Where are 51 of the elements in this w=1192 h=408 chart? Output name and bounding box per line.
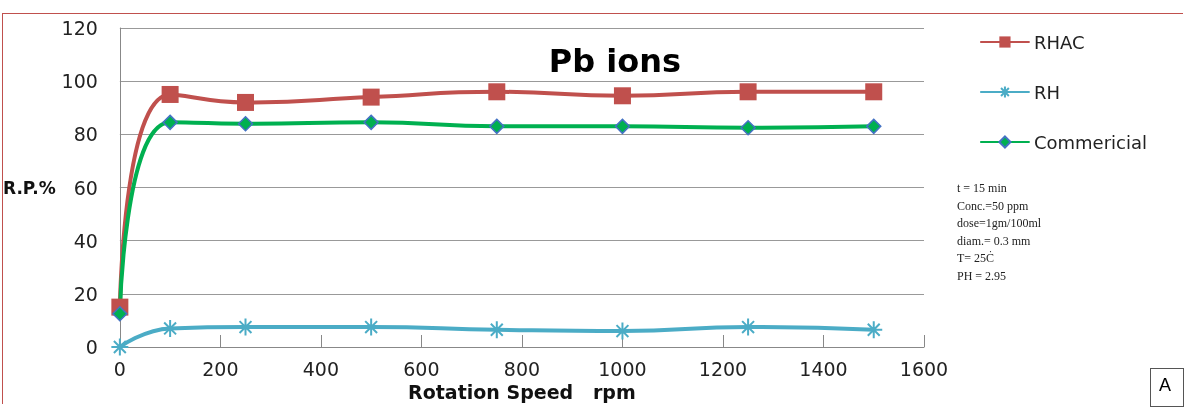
legend-label: RH — [1033, 81, 1060, 103]
x-tick-label: 1000 — [598, 357, 647, 380]
x-tick-label: 1200 — [698, 357, 748, 380]
point — [363, 114, 379, 131]
point — [162, 114, 178, 131]
text: diam.= 0.3 mm — [957, 232, 1032, 250]
legend-label: Commericial — [1033, 131, 1148, 153]
point — [738, 317, 758, 337]
point — [864, 320, 884, 340]
text: A — [1150, 368, 1185, 407]
point — [361, 317, 381, 337]
y-tick-label: 60 — [73, 176, 98, 199]
y-tick-label: 80 — [73, 123, 98, 146]
text: Conc.=50 ppm — [957, 197, 1030, 215]
point — [112, 306, 128, 322]
point — [614, 118, 631, 135]
y-tick-label: 100 — [61, 70, 98, 93]
text: Pb ions — [548, 42, 682, 80]
x-tick-label: 0 — [113, 357, 126, 380]
x-axis-title: Rotation Speed rpm — [408, 381, 636, 404]
x-tick-label: 400 — [302, 357, 340, 380]
point — [739, 83, 757, 101]
point — [237, 115, 254, 132]
point — [110, 337, 130, 357]
point — [362, 88, 380, 106]
point — [237, 93, 255, 111]
text: t = 15 min — [957, 180, 1008, 197]
point — [161, 85, 179, 103]
y-tick-label: 40 — [73, 229, 98, 252]
text: T= 25Ċ — [957, 250, 996, 267]
point — [612, 321, 632, 341]
x-tick-label: 600 — [403, 357, 440, 380]
point — [487, 320, 507, 340]
point — [865, 118, 882, 135]
point — [740, 119, 756, 136]
point — [160, 318, 180, 338]
x-tick-label: 1600 — [899, 357, 949, 380]
point — [488, 83, 506, 101]
point — [865, 83, 883, 101]
x-tick-label: 1400 — [799, 357, 848, 380]
y-tick-label: 20 — [73, 282, 98, 305]
x-tick-label: 800 — [503, 357, 541, 380]
y-tick-label: 0 — [85, 336, 98, 358]
text: dose=1gm/100ml — [957, 215, 1042, 232]
point — [489, 118, 505, 135]
legend-label: RHAC — [1033, 31, 1085, 53]
y-axis-title: R.P.% — [2, 177, 56, 198]
text: PH = 2.95 — [957, 267, 1008, 285]
y-tick-label: 120 — [61, 17, 98, 39]
point — [613, 87, 631, 105]
x-tick-label: 200 — [202, 357, 239, 380]
